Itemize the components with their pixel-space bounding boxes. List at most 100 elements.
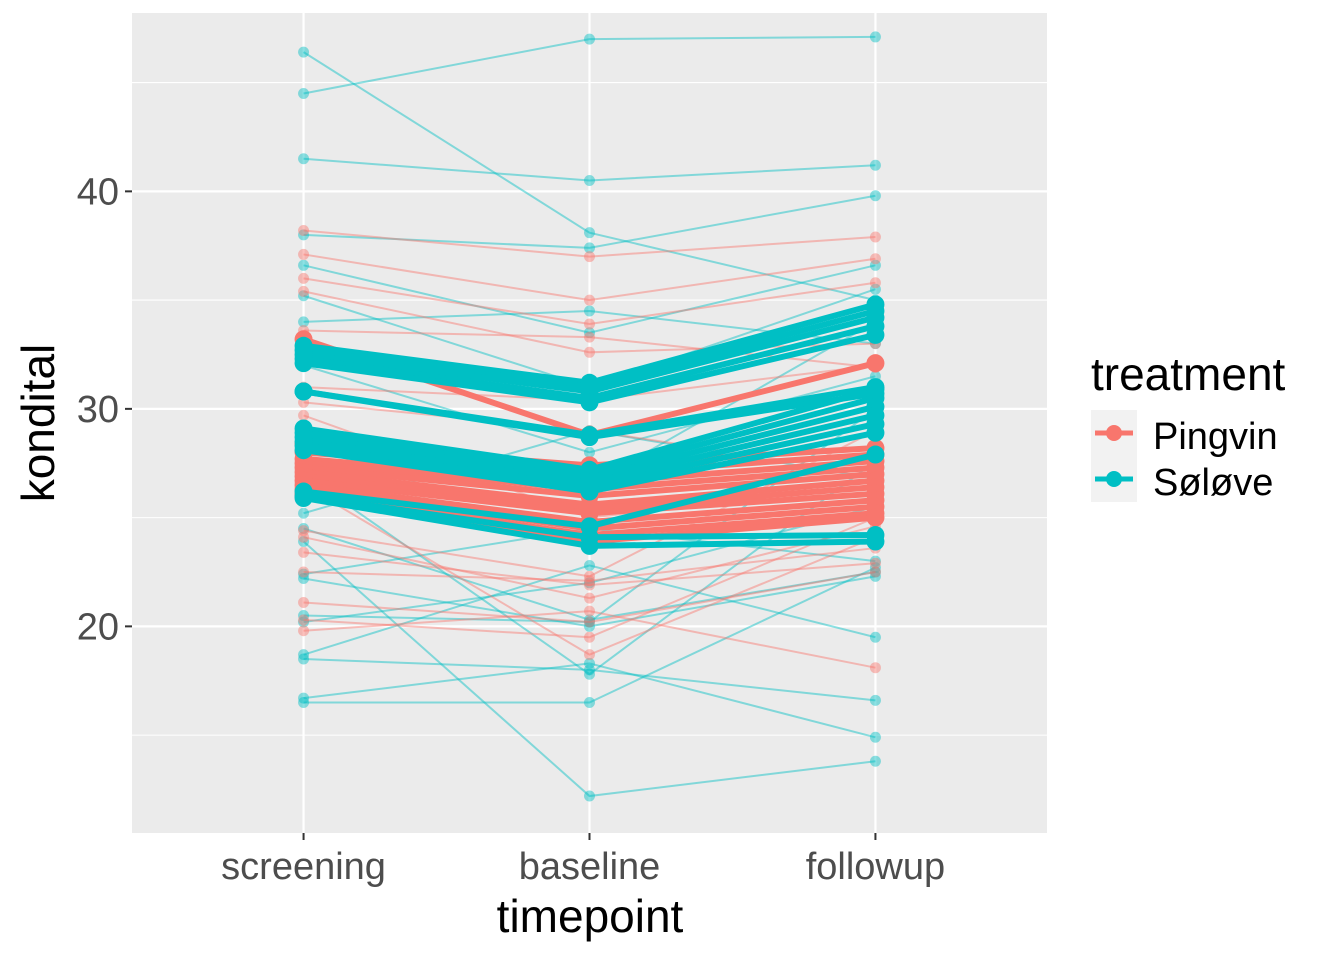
individual-series-point bbox=[584, 318, 595, 330]
individual-series-point bbox=[298, 316, 310, 328]
individual-series-line bbox=[303, 253, 876, 302]
y-tick-label: 40 bbox=[77, 171, 119, 213]
fitted-series-point bbox=[866, 423, 885, 442]
individual-series-line bbox=[302, 460, 877, 676]
y-axis-title: kondital bbox=[12, 344, 64, 503]
individual-series-point bbox=[298, 573, 310, 585]
fitted-series-point bbox=[866, 445, 885, 464]
x-axis-title: timepoint bbox=[497, 890, 684, 942]
individual-series-point bbox=[584, 305, 595, 317]
individual-series-point bbox=[298, 616, 310, 628]
individual-series-line bbox=[303, 657, 876, 702]
legend-title: treatment bbox=[1091, 348, 1286, 400]
legend-label-soelove: Søløve bbox=[1153, 462, 1273, 504]
legend-key-point-pingvin bbox=[1106, 425, 1122, 441]
individual-series-line bbox=[303, 525, 876, 600]
fitted-series-point bbox=[294, 354, 313, 373]
individual-series-line bbox=[303, 564, 876, 656]
fitted-series-point bbox=[294, 382, 313, 401]
individual-series-point bbox=[869, 231, 881, 243]
individual-series-point bbox=[869, 159, 881, 171]
fitted-series-point bbox=[866, 325, 885, 344]
individual-series-line bbox=[303, 571, 876, 624]
fitted-series-point bbox=[580, 482, 599, 501]
individual-series-point bbox=[584, 579, 595, 591]
individual-series-point bbox=[584, 570, 595, 582]
individual-series-line bbox=[303, 264, 876, 334]
individual-series-point bbox=[869, 566, 881, 578]
individual-series-point bbox=[584, 577, 595, 589]
individual-series-point bbox=[298, 653, 310, 665]
individual-series-point bbox=[584, 559, 595, 571]
legend-key-point-soelove bbox=[1106, 471, 1122, 487]
individual-series-point bbox=[298, 566, 310, 578]
legend-label-pingvin: Pingvin bbox=[1153, 416, 1278, 458]
individual-series-point bbox=[298, 525, 310, 537]
individual-series-line bbox=[303, 277, 876, 326]
individual-series-line bbox=[303, 35, 876, 95]
individual-series-point bbox=[869, 731, 881, 743]
individual-series-point bbox=[298, 272, 310, 284]
individual-series-point bbox=[869, 662, 881, 674]
individual-series-point bbox=[584, 251, 595, 263]
fitted-series-point bbox=[580, 536, 599, 555]
individual-series-point bbox=[584, 620, 595, 632]
y-axis: 20 30 40 bbox=[77, 171, 132, 648]
individual-series-line bbox=[303, 484, 876, 656]
individual-series-point bbox=[298, 229, 310, 241]
individual-series-point bbox=[298, 87, 310, 99]
individual-series-point bbox=[584, 346, 595, 358]
individual-series-line bbox=[303, 610, 876, 669]
fitted-series-point bbox=[580, 393, 599, 412]
individual-series-point bbox=[584, 631, 595, 643]
individual-series-point bbox=[584, 664, 595, 676]
individual-series-point bbox=[869, 631, 881, 643]
individual-series-line bbox=[303, 547, 876, 582]
individual-series-line bbox=[303, 516, 876, 639]
individual-series-line bbox=[303, 194, 876, 249]
individual-series-point bbox=[584, 242, 595, 254]
individual-series-point bbox=[584, 331, 595, 343]
individual-series-point bbox=[298, 625, 310, 637]
x-tick-label: followup bbox=[806, 846, 945, 888]
individual-series-point bbox=[869, 259, 881, 271]
individual-series-point bbox=[584, 616, 595, 628]
individual-series-point bbox=[298, 609, 310, 621]
fitted-series-point bbox=[866, 508, 885, 527]
individual-series-point bbox=[584, 446, 595, 458]
individual-series-point bbox=[298, 531, 310, 543]
individual-series-point bbox=[584, 614, 595, 626]
individual-series-line bbox=[303, 229, 876, 258]
individual-series-point bbox=[298, 696, 310, 708]
fitted-series-point bbox=[294, 441, 313, 460]
individual-series-point bbox=[298, 285, 310, 297]
individual-series-point bbox=[869, 562, 881, 574]
individual-series-point bbox=[298, 290, 310, 302]
individual-series-point bbox=[869, 694, 881, 706]
individual-series-point bbox=[869, 253, 881, 265]
fitted-series-point bbox=[294, 489, 313, 508]
individual-series-point bbox=[584, 605, 595, 617]
individual-series-point bbox=[298, 546, 310, 558]
individual-series-point bbox=[584, 657, 595, 669]
individual-series-point bbox=[584, 616, 595, 628]
fitted-series-point bbox=[866, 354, 885, 373]
individual-series-point bbox=[298, 536, 310, 548]
individual-series-point bbox=[584, 696, 595, 708]
individual-series-point bbox=[584, 649, 595, 661]
x-tick-label: baseline bbox=[519, 846, 661, 888]
individual-series-line bbox=[303, 157, 876, 182]
individual-series-point bbox=[869, 190, 881, 202]
individual-series-point bbox=[869, 283, 881, 295]
y-tick-label: 20 bbox=[77, 606, 119, 648]
individual-series-point bbox=[298, 649, 310, 661]
individual-series-point bbox=[584, 592, 595, 604]
individual-series-point bbox=[584, 790, 595, 802]
x-axis: screening baseline followup bbox=[221, 833, 945, 888]
individual-series-line bbox=[303, 575, 876, 628]
individual-series-point bbox=[298, 153, 310, 165]
individual-series-point bbox=[584, 327, 595, 339]
individual-series-point bbox=[584, 575, 595, 587]
individual-series-point bbox=[584, 174, 595, 186]
